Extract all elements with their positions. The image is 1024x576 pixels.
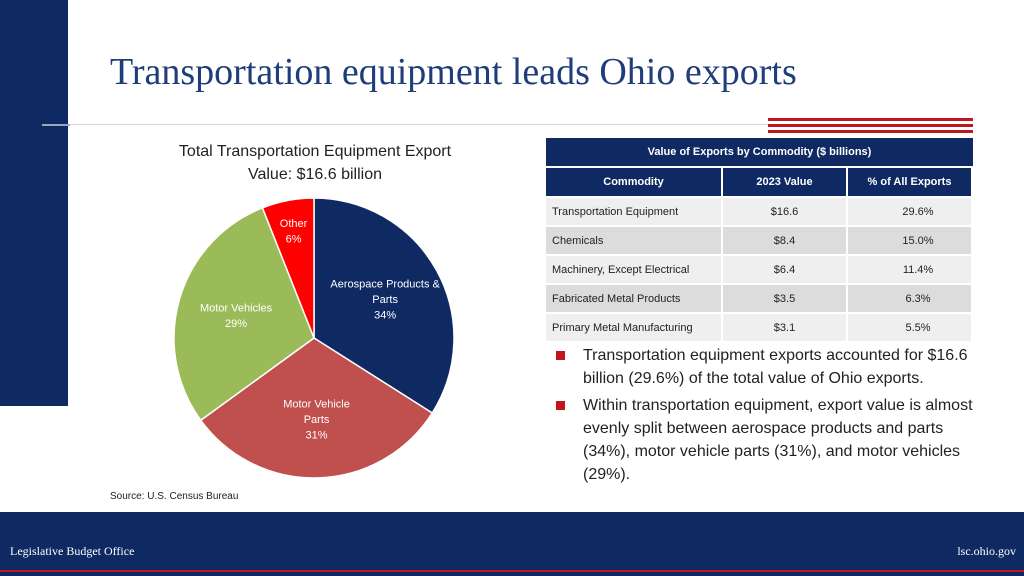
cell-percent: 29.6% — [848, 196, 971, 225]
header-percent-of-exports: % of All Exports — [848, 166, 971, 196]
left-accent-bar — [0, 0, 68, 406]
footer-red-rule — [0, 570, 1024, 572]
slide-title: Transportation equipment leads Ohio expo… — [110, 51, 797, 93]
source-note: Source: U.S. Census Bureau — [110, 491, 239, 502]
cell-value: $3.1 — [723, 312, 846, 341]
bullet-text: Transportation equipment exports account… — [583, 347, 968, 387]
footer-org-name: Legislative Budget Office — [10, 544, 135, 558]
table-row: Machinery, Except Electrical $6.4 11.4% — [546, 254, 971, 283]
table-row: Primary Metal Manufacturing $3.1 5.5% — [546, 312, 971, 341]
footer-website-link[interactable]: lsc.ohio.gov — [957, 544, 1016, 558]
pie-slice-label-line: 31% — [306, 430, 328, 442]
table-caption: Value of Exports by Commodity ($ billion… — [546, 138, 973, 166]
cell-commodity: Fabricated Metal Products — [546, 283, 721, 312]
square-bullet-icon — [556, 351, 565, 360]
pie-slice-label: Motor Vehicle Parts 31% — [283, 399, 350, 442]
pie-slice-label-line: Parts — [304, 414, 330, 426]
table-row: Transportation Equipment $16.6 29.6% — [546, 196, 971, 225]
cell-percent: 15.0% — [848, 225, 971, 254]
table-row: Fabricated Metal Products $3.5 6.3% — [546, 283, 971, 312]
pie-slice-label-line: Aerospace Products & — [330, 278, 440, 290]
cell-percent: 6.3% — [848, 283, 971, 312]
cell-value: $8.4 — [723, 225, 846, 254]
header-2023-value: 2023 Value — [723, 166, 846, 196]
pie-slice-label-line: 6% — [286, 233, 302, 245]
pie-slice — [313, 197, 455, 415]
pie-slice-label-line: 34% — [374, 309, 396, 321]
title-divider-accent — [42, 124, 70, 126]
exports-table: Commodity 2023 Value % of All Exports Tr… — [544, 166, 973, 341]
pie-slice — [261, 197, 315, 339]
cell-percent: 5.5% — [848, 312, 971, 341]
bullet-item: Within transportation equipment, export … — [554, 394, 974, 486]
cell-commodity: Machinery, Except Electrical — [546, 254, 721, 283]
cell-value: $6.4 — [723, 254, 846, 283]
cell-value: $16.6 — [723, 196, 846, 225]
pie-chart: Aerospace Products & Parts 34% Motor Vehicl… — [173, 197, 455, 479]
footer-bar: Legislative Budget Office lsc.ohio.gov — [0, 512, 1024, 576]
title-divider — [42, 124, 972, 125]
cell-commodity: Primary Metal Manufacturing — [546, 312, 721, 341]
bullet-list: Transportation equipment exports account… — [554, 344, 974, 490]
pie-slice-label-line: 29% — [225, 318, 247, 330]
pie-slice — [173, 206, 315, 422]
pie-slice-label-line: Motor Vehicle — [283, 399, 350, 411]
bullet-item: Transportation equipment exports account… — [554, 344, 974, 390]
accent-stripe — [768, 118, 973, 121]
pie-slice-label-line: Parts — [372, 294, 398, 306]
pie-slice-label: Motor Vehicles 29% — [200, 303, 273, 331]
table-header-row: Commodity 2023 Value % of All Exports — [546, 166, 971, 196]
pie-slice-label-line: Motor Vehicles — [200, 303, 273, 315]
pie-title-line-1: Total Transportation Equipment Export — [178, 143, 452, 160]
square-bullet-icon — [556, 401, 565, 410]
table-row: Chemicals $8.4 15.0% — [546, 225, 971, 254]
cell-commodity: Transportation Equipment — [546, 196, 721, 225]
header-commodity: Commodity — [546, 166, 721, 196]
pie-title-line-2: Value: $16.6 billion — [247, 166, 383, 183]
bullet-text: Within transportation equipment, export … — [583, 397, 973, 483]
pie-slice — [199, 337, 434, 479]
cell-commodity: Chemicals — [546, 225, 721, 254]
pie-chart-title: Total Transportation Equipment Export Va… — [140, 140, 490, 186]
pie-slice-label-line: Other — [280, 218, 308, 230]
accent-stripe — [768, 124, 973, 127]
pie-slice-label: Other 6% — [280, 218, 308, 246]
cell-percent: 11.4% — [848, 254, 971, 283]
commodity-table: Value of Exports by Commodity ($ billion… — [546, 138, 973, 341]
pie-slice-label: Aerospace Products & Parts 34% — [330, 278, 440, 321]
accent-stripes — [768, 118, 973, 136]
cell-value: $3.5 — [723, 283, 846, 312]
accent-stripe — [768, 130, 973, 133]
